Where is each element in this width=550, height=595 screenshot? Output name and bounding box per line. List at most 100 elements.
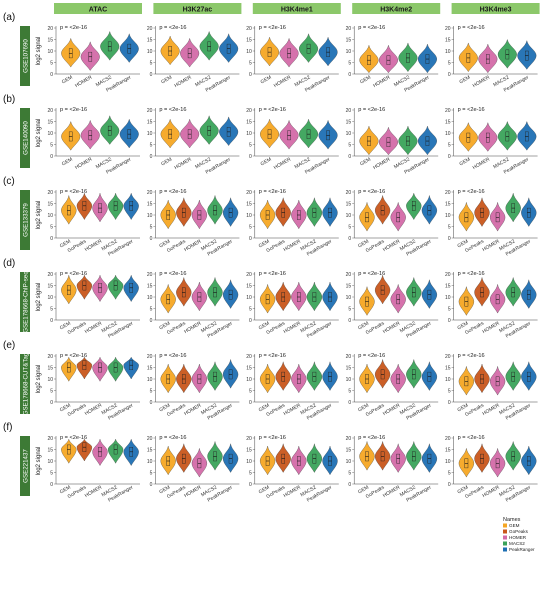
violin-HOMER [92,193,108,223]
violin-MACS2 [207,361,223,391]
panel-label-(a): (a) [3,12,15,23]
y-tick-label: 15 [47,447,53,453]
x-tick-label-HOMER: HOMER [481,484,500,499]
y-tick-label: 5 [348,306,351,312]
violin-HOMER [378,127,398,156]
violin-GEM [61,275,77,305]
y-tick-label: 20 [147,272,153,278]
panel-label-(f): (f) [3,422,12,433]
violin-GEM [160,36,180,66]
violin-PeakRanger [421,279,438,309]
p-value-text: p = <2e-16 [159,189,186,195]
violin-GEM [458,202,475,232]
y-tick-label: 5 [348,142,351,148]
y-tick-label: 10 [47,49,53,55]
y-tick-label: 15 [147,119,153,125]
y-tick-label: 0 [348,72,351,78]
y-tick-label: 10 [346,295,352,301]
x-tick-label-HOMER: HOMER [283,238,302,253]
violin-GoPeaks [76,438,93,462]
violin-PeakRanger [322,282,338,312]
x-tick-label-HOMER: HOMER [84,402,103,417]
violin-PeakRanger [222,197,239,227]
violin-HOMER [80,120,100,150]
violin-HOMER [489,202,506,232]
y-tick-label: 20 [246,436,252,442]
x-tick-label-HOMER: HOMER [472,74,491,89]
row-label-GSE178668-ChIP-seq: GSE178668-ChIP-seq [23,271,30,333]
y-tick-label: 10 [246,295,252,301]
y-tick-label: 20 [47,190,53,196]
violin-MACS2 [505,361,521,391]
y-tick-label: 0 [150,482,153,488]
y-tick-label: 20 [346,272,352,278]
column-header-bg [352,3,441,14]
violin-MACS2 [100,31,120,61]
p-value-text: p = <2e-16 [159,25,186,31]
column-header-bg [54,3,142,14]
y-tick-label: 20 [47,354,53,360]
legend-swatch-GEM [503,523,507,528]
y-tick-label: 20 [445,436,451,442]
violin-GEM [359,126,379,156]
x-tick-label-GEM: GEM [160,157,173,168]
x-tick-label-GEM: GEM [457,321,470,332]
y-tick-label: 15 [147,447,153,453]
violin-GEM [359,202,375,232]
y-tick-label: 10 [246,49,252,55]
x-tick-label-GEM: GEM [160,75,173,86]
x-tick-label-GEM: GEM [158,485,171,496]
violin-PeakRanger [417,44,437,74]
violin-HOMER [191,364,208,394]
y-tick-label: 15 [445,447,451,453]
violin-MACS2 [306,443,323,473]
violin-PeakRanger [123,193,139,220]
violin-MACS2 [505,441,521,471]
y-tick-label: 5 [348,60,351,66]
column-header-ATAC: ATAC [89,7,107,14]
violin-GoPeaks [275,282,291,312]
violin-HOMER [489,284,506,314]
violin-MACS2 [107,275,124,300]
legend-label-HOMER: HOMER [509,535,527,540]
violin-GoPeaks [76,275,93,300]
y-tick-label: 15 [47,201,53,207]
y-tick-label: 5 [50,142,53,148]
y-axis-label: log2 signal [36,37,42,66]
y-tick-label: 5 [50,60,53,66]
violin-MACS2 [398,42,418,73]
y-tick-label: 5 [249,388,252,394]
y-tick-label: 15 [346,201,352,207]
p-value-text: p = <2e-16 [458,107,485,113]
violin-MACS2 [398,126,418,156]
violin-PeakRanger [322,361,338,391]
violin-HOMER [291,364,307,394]
row-label-bg [20,26,30,86]
x-tick-label-HOMER: HOMER [481,402,500,417]
violin-HOMER [80,41,100,71]
y-axis-label: log2 signal [36,283,42,312]
violin-MACS2 [406,277,422,307]
y-tick-label: 15 [246,365,252,371]
violin-GoPeaks [474,197,490,227]
x-tick-label-GEM: GEM [59,403,72,414]
y-tick-label: 10 [246,377,252,383]
y-tick-label: 5 [348,224,351,230]
violin-GEM [260,37,280,67]
p-value-text: p = <2e-16 [259,271,286,277]
x-tick-label-GEM: GEM [61,157,74,168]
x-tick-label-HOMER: HOMER [183,320,202,335]
y-tick-label: 0 [249,318,252,324]
y-tick-label: 10 [445,295,451,301]
x-tick-label-HOMER: HOMER [481,320,500,335]
y-tick-label: 20 [246,272,252,278]
violin-GoPeaks [474,443,490,473]
x-tick-label-HOMER: HOMER [183,238,202,253]
p-value-text: p = <2e-16 [358,353,385,359]
x-tick-label-GEM: GEM [59,239,72,250]
legend-swatch-MACS2 [503,541,507,546]
violin-GEM [359,286,375,316]
violin-GoPeaks [374,275,391,305]
y-tick-label: 0 [348,482,351,488]
